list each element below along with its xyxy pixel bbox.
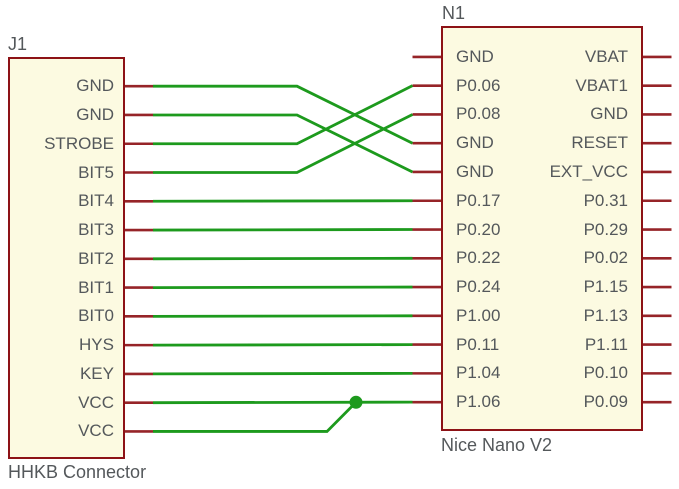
j1-pin-label-key-10: KEY [79,363,114,383]
j1-pin-label-bit0-8: BIT0 [78,306,114,326]
n1-left-pin-label-p0.17-5: P0.17 [456,190,501,210]
j1-pin-label-bit1-7: BIT1 [78,277,114,297]
wire-bit3-5[interactable] [152,228,413,232]
n1-right-pin-label-p1.13-9: P1.13 [583,305,628,325]
n1-left-pin-label-p1.04-11: P1.04 [456,363,501,383]
wire-key-10[interactable] [152,371,413,376]
j1-pin-label-vcc-12: VCC [78,421,114,441]
component-j1-body[interactable] [8,57,125,459]
n1-right-pin-label-reset-3: RESET [571,133,628,153]
n1-left-pin-label-p1.06-12: P1.06 [456,392,501,412]
wire-bit4-4[interactable] [152,199,413,203]
n1-left-pin-label-gnd-0: GND [456,46,494,66]
j1-value-label: HHKB Connector [8,462,147,482]
n1-right-pin-label-p1.15-8: P1.15 [583,277,628,297]
n1-right-pin-label-p0.29-6: P0.29 [583,219,628,239]
n1-right-pin-label-vbat-0: VBAT [584,46,628,66]
wire-bit1-7[interactable] [152,285,413,289]
n1-right-pin-label-p0.02-7: P0.02 [583,248,628,268]
wire-hys-9[interactable] [152,343,413,347]
n1-left-pin-label-p1.00-9: P1.00 [456,305,501,325]
j1-pin-label-hys-9: HYS [79,335,114,355]
n1-right-pin-label-p1.11-10: P1.11 [584,334,628,354]
j1-pin-label-strobe-2: STROBE [44,133,114,153]
n1-right-pin-label-gnd-2: GND [590,104,628,124]
n1-left-pin-label-p0.11-10: P0.11 [456,334,500,354]
wire-gnd-0[interactable] [153,84,414,145]
j1-pin-label-bit5-3: BIT5 [78,162,114,182]
n1-value-label: Nice Nano V2 [441,435,553,455]
j1-pin-label-gnd-0: GND [76,76,114,96]
n1-right-pin-label-p0.10-11: P0.10 [583,363,628,383]
wire-bit5-3[interactable] [153,113,414,174]
n1-right-pin-label-vbat1-1: VBAT1 [575,75,628,95]
n1-left-pin-label-p0.24-8: P0.24 [456,277,501,297]
n1-reference-label: N1 [442,3,466,23]
j1-pin-label-vcc-11: VCC [78,392,114,412]
j1-pin-label-gnd-1: GND [76,104,114,124]
wire-vcc-11[interactable] [152,400,413,405]
j1-pin-label-bit3-5: BIT3 [78,220,114,240]
n1-left-pin-label-gnd-4: GND [456,161,494,181]
n1-right-pin-label-p0.31-5: P0.31 [583,190,628,210]
wire-vcc-12[interactable] [153,401,357,433]
n1-left-pin-label-gnd-3: GND [456,133,494,153]
n1-left-pin-label-p0.06-1: P0.06 [456,75,501,95]
j1-pin-label-bit2-6: BIT2 [78,248,114,268]
n1-right-pin-label-p0.09-12: P0.09 [583,392,628,412]
j1-pin-label-bit4-4: BIT4 [78,191,114,211]
wire-bit2-6[interactable] [152,256,413,261]
component-n1-body[interactable] [441,26,643,431]
j1-reference-label: J1 [8,34,28,54]
wire-bit0-8[interactable] [152,314,413,318]
junction-dot[interactable] [349,395,363,409]
wire-strobe-2[interactable] [153,84,414,146]
n1-left-pin-label-p0.08-2: P0.08 [456,104,501,124]
n1-left-pin-label-p0.22-7: P0.22 [456,248,501,268]
n1-right-pin-label-ext_vcc-4: EXT_VCC [549,161,628,181]
n1-left-pin-label-p0.20-6: P0.20 [456,219,501,239]
wire-gnd-1[interactable] [153,113,414,174]
